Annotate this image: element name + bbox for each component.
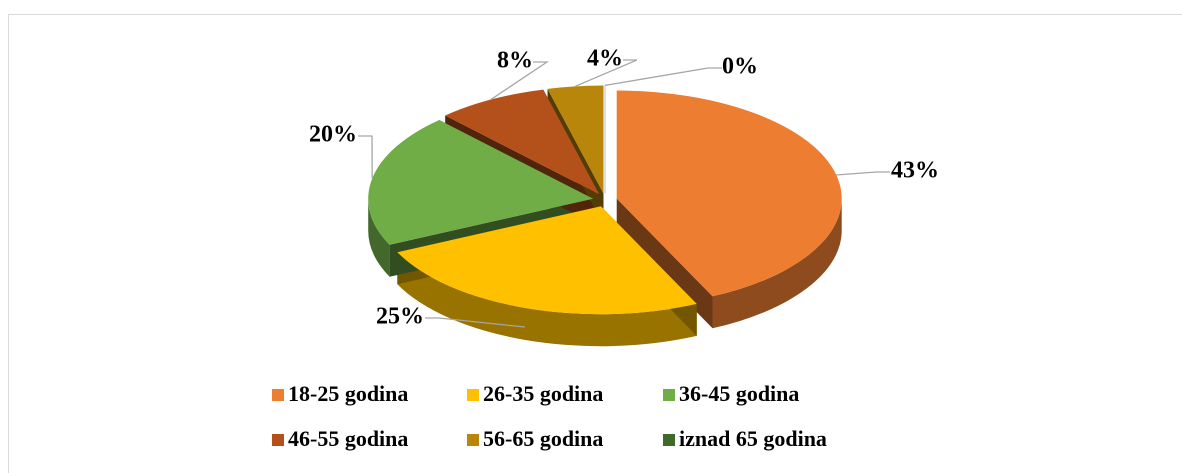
legend-swatch xyxy=(663,389,675,401)
legend-label: 56-65 godina xyxy=(483,426,603,451)
data-label: 43% xyxy=(891,158,939,184)
data-label: 25% xyxy=(376,304,424,330)
legend-label: iznad 65 godina xyxy=(679,426,827,451)
slice xyxy=(368,120,594,245)
legend-label: 26-35 godina xyxy=(483,381,603,406)
chart-frame xyxy=(8,14,1182,473)
legend-label: 36-45 godina xyxy=(679,381,799,406)
slice-side xyxy=(397,252,697,347)
leader-line xyxy=(575,59,638,87)
slice xyxy=(397,206,697,315)
legend-swatch xyxy=(663,434,675,446)
legend-label: 18-25 godina xyxy=(288,381,408,406)
slice-side xyxy=(368,198,390,277)
legend-swatch xyxy=(467,389,479,401)
data-label: 20% xyxy=(309,122,357,148)
legend-swatch xyxy=(272,434,284,446)
leader-line xyxy=(425,317,525,328)
slice xyxy=(547,85,604,194)
data-label: 0% xyxy=(722,54,758,80)
data-label: 8% xyxy=(497,48,533,74)
legend-swatch xyxy=(272,389,284,401)
leader-line xyxy=(836,171,890,176)
legend-label: 46-55 godina xyxy=(288,426,408,451)
data-label: 4% xyxy=(587,46,623,72)
leader-line xyxy=(358,135,373,179)
slice-side xyxy=(712,198,842,329)
slice xyxy=(445,89,600,195)
legend-swatch xyxy=(467,434,479,446)
slice xyxy=(616,90,842,297)
leader-line xyxy=(490,61,550,101)
leader-line xyxy=(604,67,722,87)
